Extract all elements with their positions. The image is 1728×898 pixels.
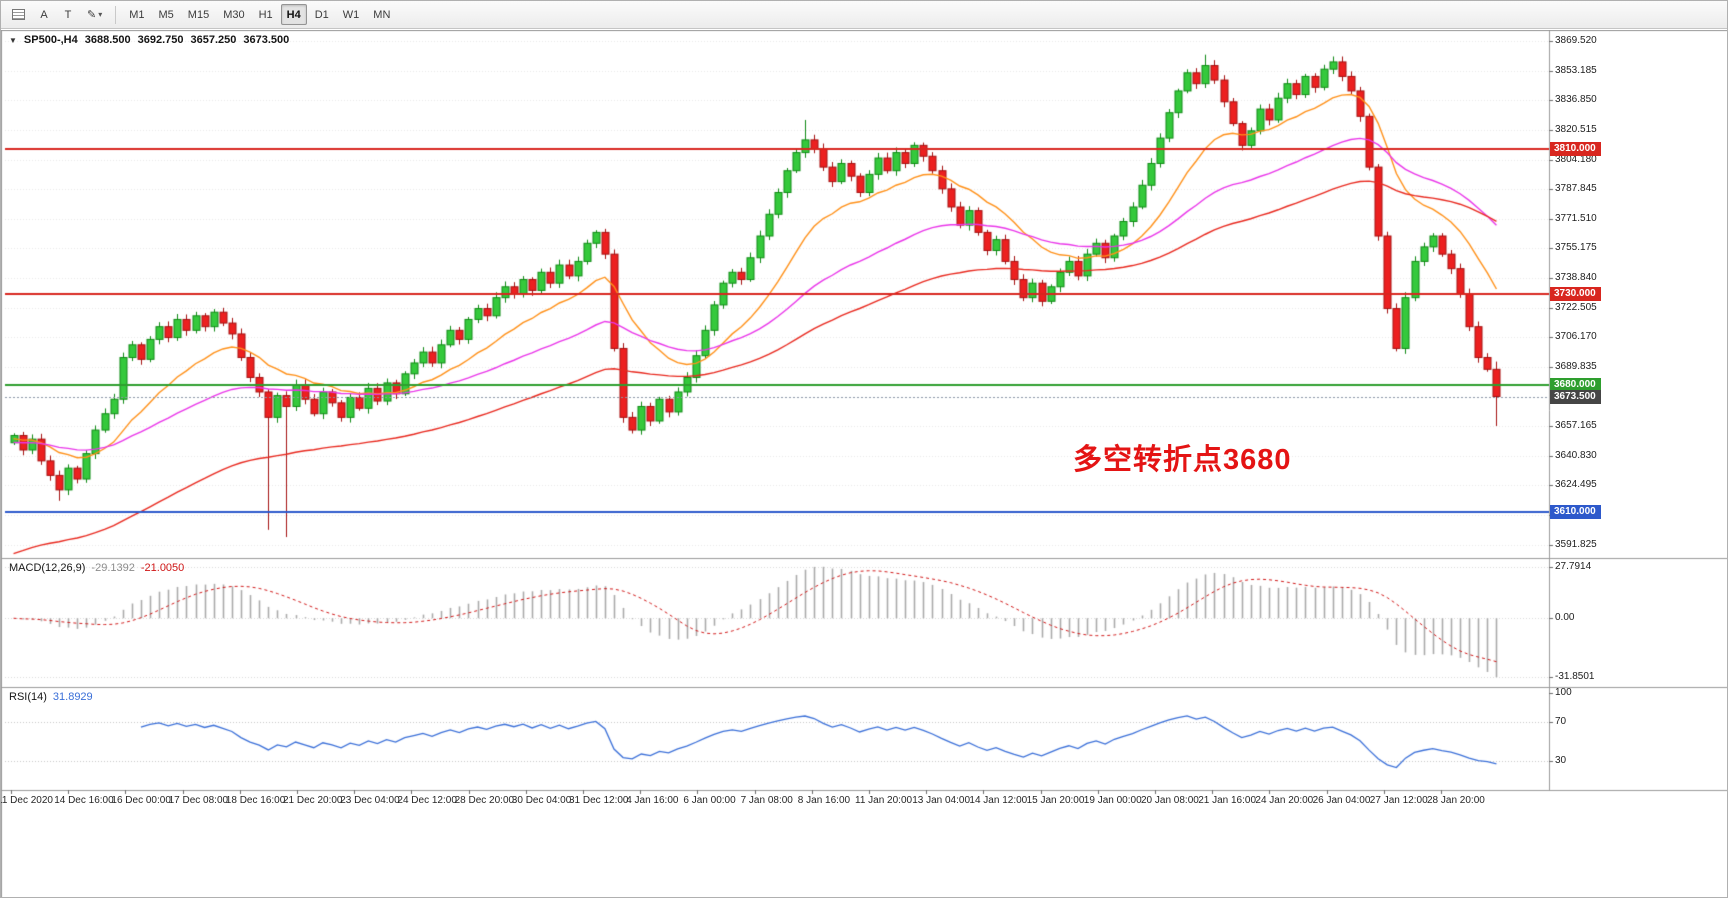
chart-text-annotation: 多空转折点3680 [1073, 444, 1292, 476]
rsi-axis-label: 30 [1555, 754, 1567, 766]
macd-axis-label: 27.7914 [1555, 560, 1592, 572]
chart-canvas[interactable] [1, 30, 1727, 897]
price-axis-label: 3755.175 [1555, 242, 1597, 254]
rsi-name: RSI(14) [9, 691, 47, 703]
price-axis-label: 3836.850 [1555, 94, 1597, 106]
time-axis-label: 14 Jan 12:00 [969, 795, 1028, 806]
timeframe-D1[interactable]: D1 [314, 8, 329, 21]
time-axis-label: 11 Dec 2020 [0, 795, 53, 806]
time-axis-label: 27 Jan 12:00 [1369, 795, 1428, 806]
price-axis-label: 3738.840 [1555, 272, 1597, 283]
timeframe-H1[interactable]: H1 [258, 8, 273, 21]
price-tag-3730.000: 3730.000 [1550, 287, 1601, 302]
price-tag-3610.000: 3610.000 [1550, 504, 1601, 519]
chart-windows-icon [12, 9, 25, 20]
time-axis-label: 11 Jan 20:00 [855, 795, 913, 806]
time-axis-label: 4 Jan 16:00 [626, 795, 679, 806]
price-tag-3810.000: 3810.000 [1550, 141, 1601, 156]
macd-indicator-label: MACD(12,26,9) -29.1392 -21.0050 [9, 562, 184, 574]
time-axis-label: 18 Dec 16:00 [225, 795, 286, 806]
text-tool[interactable]: T [64, 8, 72, 21]
toolbar: A T ✎ ▾ M1 M5 M15 M30 H1 H4 D1 W1 MN [1, 1, 1727, 29]
chart-area: ▼ SP500-,H4 3688.500 3692.750 3657.250 3… [0, 30, 1727, 897]
time-axis-label: 26 Jan 04:00 [1312, 795, 1371, 806]
time-axis-label: 7 Jan 08:00 [740, 795, 793, 806]
timeframe-M15[interactable]: M15 [187, 8, 210, 21]
rsi-axis-label: 70 [1555, 716, 1567, 727]
price-axis-label: 3640.830 [1555, 449, 1597, 461]
price-axis-label: 3624.495 [1555, 479, 1597, 491]
chevron-down-icon: ▾ [98, 10, 103, 19]
macd-main-value: -29.1392 [91, 562, 135, 574]
macd-axis-label: -31.8501 [1555, 671, 1595, 683]
ohlc-high: 3692.750 [137, 34, 184, 46]
time-axis-label: 16 Dec 00:00 [111, 795, 171, 806]
ohlc-open: 3688.500 [84, 34, 131, 46]
price-axis-label: 3722.505 [1555, 301, 1597, 313]
rsi-value: 31.8929 [52, 691, 93, 703]
rsi-axis-label: 100 [1555, 686, 1572, 698]
time-axis-label: 21 Jan 16:00 [1198, 795, 1257, 806]
price-axis-label: 3771.510 [1555, 212, 1597, 224]
timeframe-MN[interactable]: MN [373, 8, 391, 21]
collapse-icon[interactable]: ▼ [9, 35, 17, 45]
time-axis-label: 23 Dec 04:00 [340, 795, 400, 806]
price-axis-label: 3869.520 [1555, 35, 1597, 47]
price-axis-label: 3591.825 [1555, 538, 1597, 550]
time-axis-label: 30 Dec 04:00 [511, 795, 572, 806]
time-axis-label: 17 Dec 08:00 [168, 795, 229, 806]
time-axis-label: 19 Jan 00:00 [1083, 795, 1142, 806]
macd-name: MACD(12,26,9) [9, 562, 86, 574]
price-axis-label: 3689.835 [1555, 360, 1597, 372]
toolbar-separator [115, 5, 117, 24]
time-axis-label: 8 Jan 16:00 [797, 795, 851, 806]
time-axis-label: 28 Jan 20:00 [1427, 795, 1485, 806]
time-axis-label: 31 Dec 12:00 [569, 795, 629, 806]
time-axis-label: 15 Jan 20:00 [1026, 795, 1085, 806]
timeframe-M1[interactable]: M1 [129, 8, 145, 21]
price-tag-3680.000: 3680.000 [1550, 377, 1601, 392]
cursor-tool[interactable]: A [40, 8, 48, 21]
current-price-tag: 3673.500 [1550, 389, 1601, 404]
time-axis-label: 28 Dec 20:00 [454, 795, 515, 806]
price-axis-label: 3787.845 [1555, 183, 1597, 195]
price-axis-label: 3706.170 [1555, 331, 1597, 343]
rsi-indicator-label: RSI(14) 31.8929 [9, 691, 93, 703]
time-axis-label: 21 Dec 20:00 [283, 795, 343, 806]
chart-symbol-label: SP500-,H4 [23, 34, 78, 46]
time-axis-label: 24 Dec 12:00 [397, 795, 457, 806]
price-axis-label: 3853.185 [1555, 64, 1597, 76]
time-axis-label: 6 Jan 00:00 [683, 795, 736, 806]
timeframe-M5[interactable]: M5 [158, 8, 174, 21]
time-axis-label: 24 Jan 20:00 [1255, 795, 1314, 806]
price-axis-label: 3657.165 [1555, 420, 1597, 432]
timeframe-W1[interactable]: W1 [342, 8, 360, 21]
timeframe-H4[interactable]: H4 [280, 4, 307, 25]
price-axis-label: 3820.515 [1555, 123, 1597, 135]
macd-signal-value: -21.0050 [140, 562, 185, 574]
macd-axis-label: 0.00 [1555, 612, 1575, 624]
chart-windows-icon[interactable] [6, 4, 31, 25]
ohlc-low: 3657.250 [190, 34, 237, 46]
draw-tool[interactable]: ✎ ▾ [87, 9, 103, 21]
price-axis-label: 3804.180 [1555, 153, 1597, 165]
chart-title: ▼ SP500-,H4 3688.500 3692.750 3657.250 3… [9, 34, 289, 46]
timeframe-M30[interactable]: M30 [223, 8, 245, 21]
time-axis-label: 13 Jan 04:00 [912, 795, 971, 806]
time-axis-label: 20 Jan 08:00 [1141, 795, 1199, 806]
time-axis-label: 14 Dec 16:00 [54, 795, 114, 806]
ohlc-close: 3673.500 [243, 34, 290, 46]
